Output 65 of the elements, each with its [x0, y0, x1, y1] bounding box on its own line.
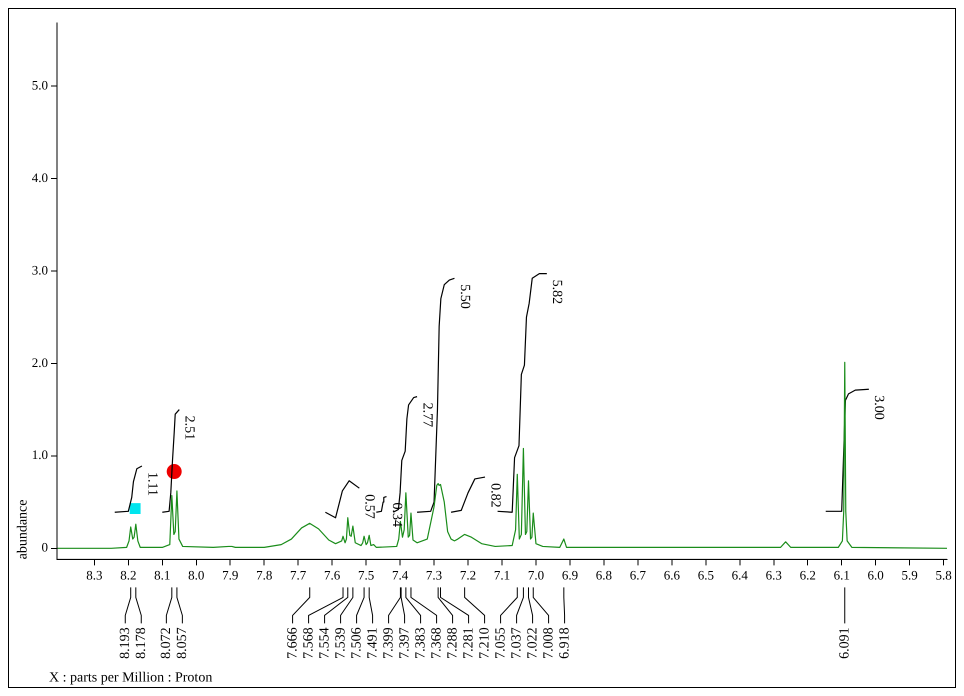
annotation: 8.072 [159, 627, 174, 659]
y-tick-label: 1.0 [32, 447, 48, 462]
x-tick-label: 7.8 [256, 568, 272, 583]
y-tick-label: 5.0 [32, 77, 48, 92]
x-tick-label: 7.0 [528, 568, 544, 583]
text: 2.77 [419, 402, 434, 428]
x-tick-label: 6.9 [562, 568, 578, 583]
annotation: 6.091 [837, 627, 852, 659]
text: 3.00 [871, 395, 886, 420]
annotation: 7.383 [413, 627, 428, 659]
y-axis-title: abundance [16, 500, 31, 560]
x-tick-label: 6.0 [868, 568, 884, 583]
x-tick-label: 7.7 [290, 568, 307, 583]
x-tick-label: 5.8 [935, 568, 952, 583]
x-tick-label: 8.0 [188, 568, 204, 583]
annotation: 7.008 [541, 627, 556, 659]
x-tick-label: 7.6 [324, 568, 341, 583]
y-tick-label: 0 [42, 540, 48, 555]
x-tick-label: 6.5 [698, 568, 714, 583]
annotation: 7.022 [525, 627, 540, 659]
annotation: 7.055 [493, 627, 508, 659]
x-tick-label: 7.3 [426, 568, 442, 583]
x-tick-label: 7.4 [392, 568, 409, 583]
x-tick-label: 8.3 [86, 568, 102, 583]
x-tick-label: 7.1 [494, 568, 510, 583]
text: 5.50 [456, 284, 472, 309]
annotation: 7.568 [301, 627, 316, 659]
y-tick-label: 3.0 [32, 262, 48, 278]
annotation: 7.506 [349, 627, 364, 659]
x-tick-label: 6.6 [664, 568, 680, 583]
x-tick-label: 5.9 [902, 568, 918, 583]
text: 0.82 [487, 483, 502, 508]
annotation: 7.288 [445, 627, 460, 659]
annotation: 6.918 [557, 627, 572, 659]
annotation: 7.554 [317, 627, 332, 659]
x-tick-label: 7.5 [358, 568, 374, 583]
annotation: 7.281 [461, 627, 476, 659]
x-tick-label: 8.1 [154, 568, 170, 583]
annotation: 7.539 [333, 627, 348, 659]
y-tick-label: 4.0 [32, 170, 48, 185]
x-tick-label: 6.8 [596, 568, 612, 583]
x-tick-label: 7.9 [222, 568, 238, 583]
x-tick-label: 6.4 [732, 568, 748, 583]
annotation: 8.178 [134, 627, 149, 659]
x-tick-label: 7.2 [460, 568, 476, 583]
annotation: 8.193 [118, 627, 133, 659]
annotation: 7.397 [397, 627, 412, 659]
annotation: 7.368 [429, 627, 444, 659]
annotation: 7.037 [509, 627, 524, 659]
text: 1.11 [144, 472, 160, 496]
text: 0.57 [362, 494, 377, 519]
annotation: 7.666 [285, 627, 300, 659]
text: 2.51 [182, 416, 197, 440]
annotation: 8.057 [175, 627, 190, 659]
annotation: 7.491 [365, 627, 380, 659]
x-tick-label: 6.7 [630, 568, 647, 583]
text: 5.82 [549, 280, 564, 304]
x-tick-label: 8.2 [120, 568, 136, 583]
x-tick-label: 6.3 [766, 568, 782, 583]
x-tick-label: 6.1 [834, 568, 850, 583]
x-tick-label: 6.2 [800, 568, 816, 583]
annotation: 7.399 [381, 627, 396, 659]
annotation: 7.210 [477, 627, 492, 659]
y-tick-label: 2.0 [32, 354, 48, 370]
text: X : parts per Million : Proton [49, 670, 212, 686]
